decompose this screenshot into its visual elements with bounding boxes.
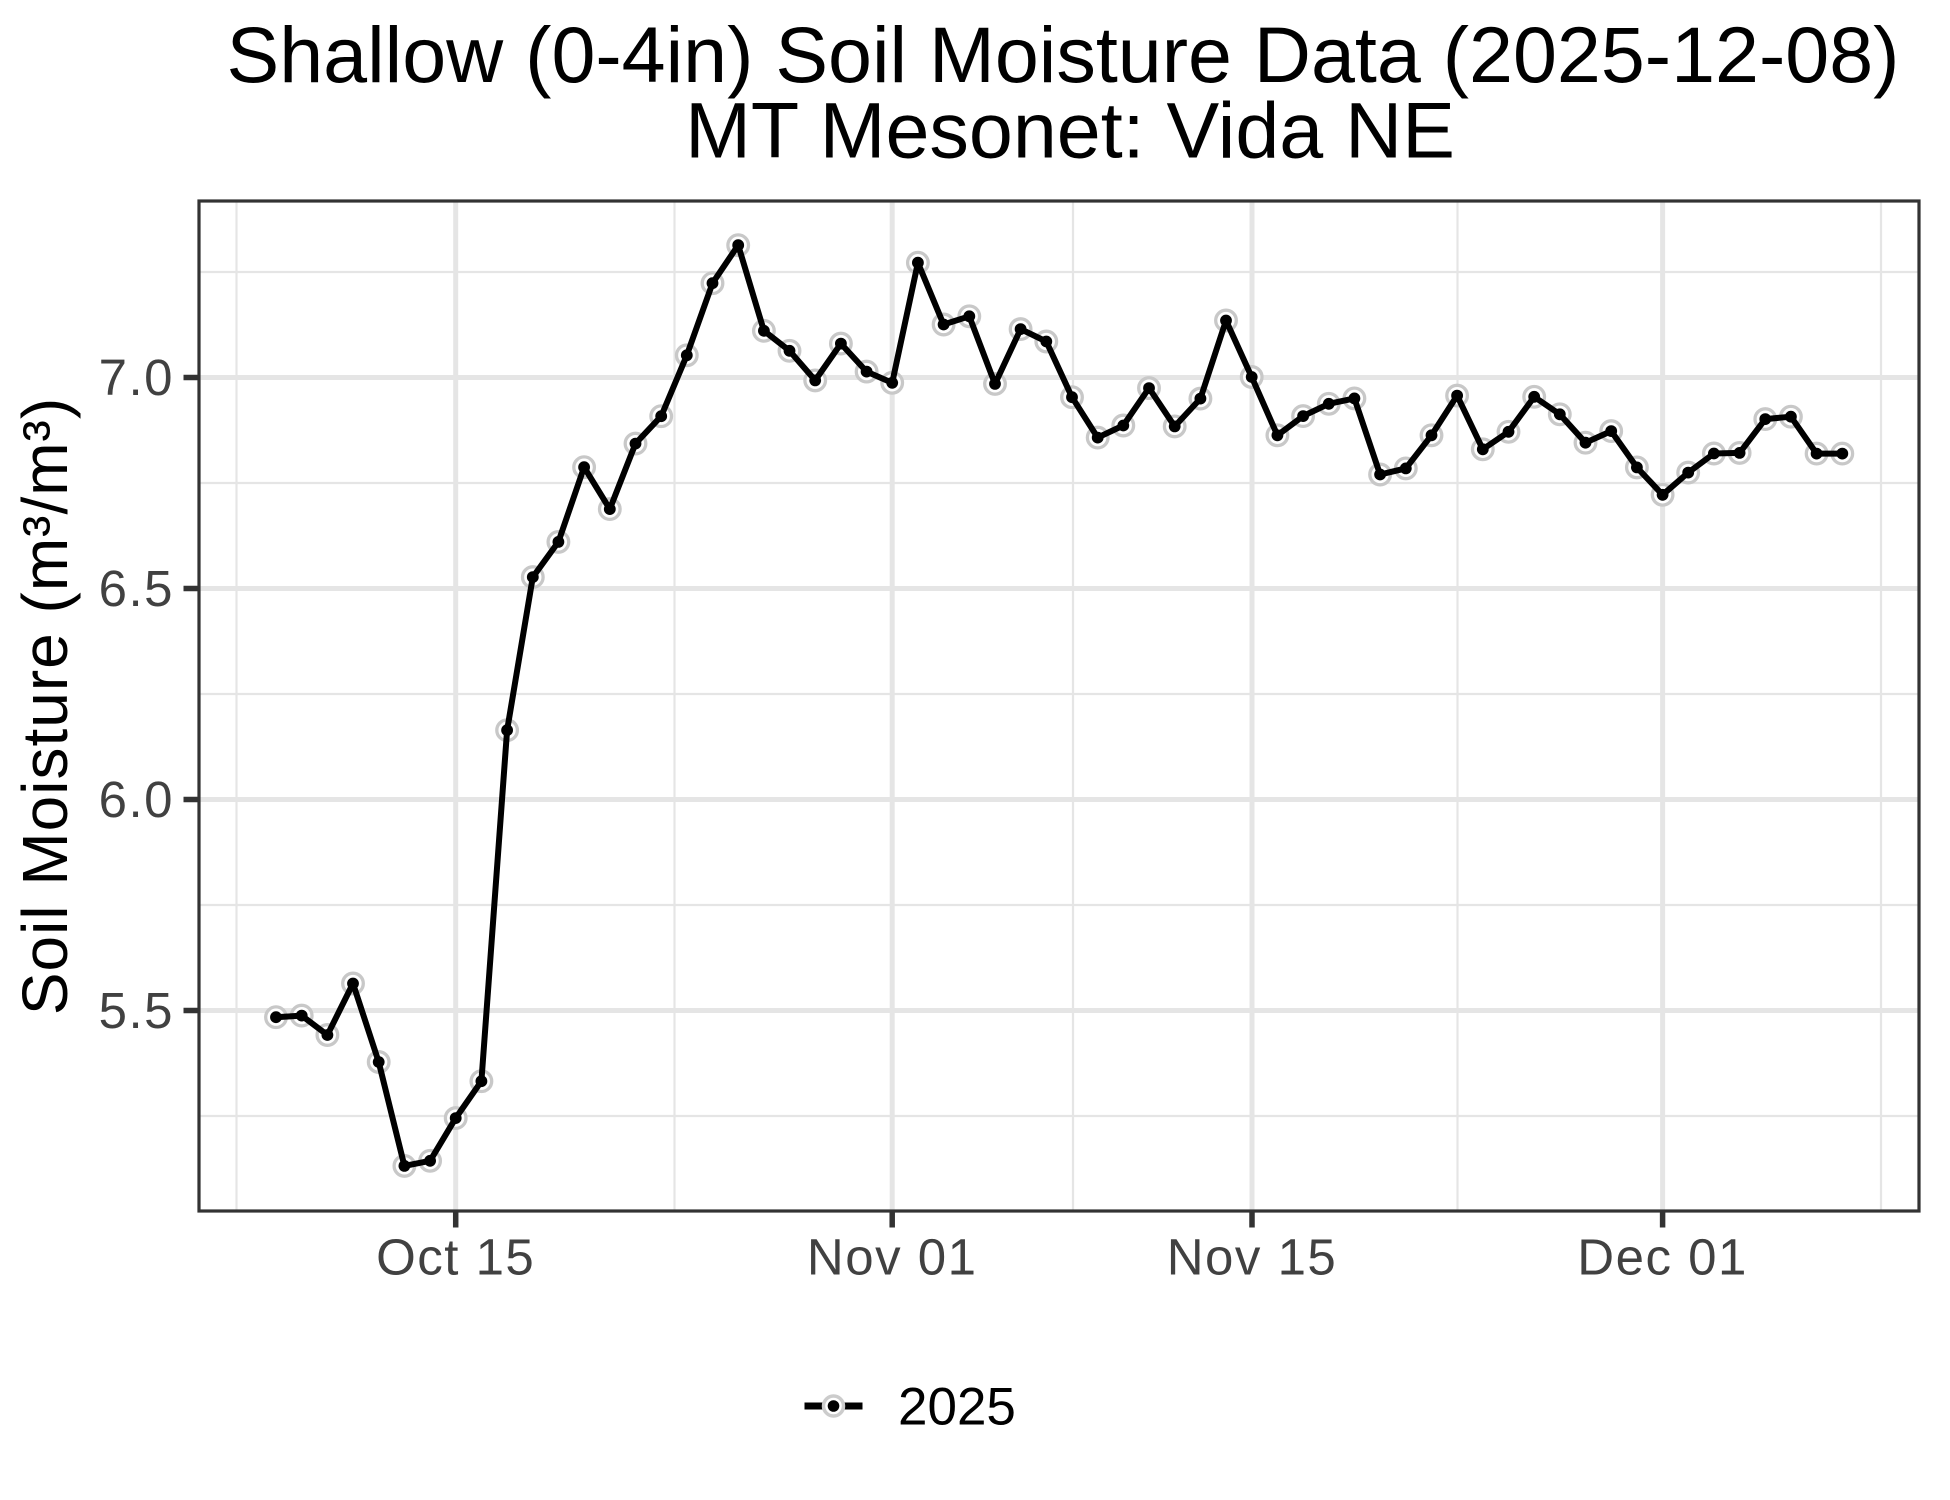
svg-text:7.0: 7.0 [99,349,174,406]
svg-text:6.5: 6.5 [99,560,174,617]
svg-text:MT Mesonet: Vida NE: MT Mesonet: Vida NE [685,86,1455,175]
svg-text:Nov 01: Nov 01 [807,1229,978,1286]
svg-text:Soil Moisture (m³/m³): Soil Moisture (m³/m³) [9,397,81,1015]
svg-text:6.0: 6.0 [99,771,174,828]
svg-text:Dec 01: Dec 01 [1577,1229,1748,1286]
svg-text:Oct 15: Oct 15 [376,1229,535,1286]
svg-text:5.5: 5.5 [99,982,174,1039]
svg-text:2025: 2025 [898,1377,1016,1436]
svg-text:Shallow (0-4in) Soil Moisture: Shallow (0-4in) Soil Moisture Data (2025… [227,10,1900,99]
svg-text:Nov 15: Nov 15 [1167,1229,1338,1286]
